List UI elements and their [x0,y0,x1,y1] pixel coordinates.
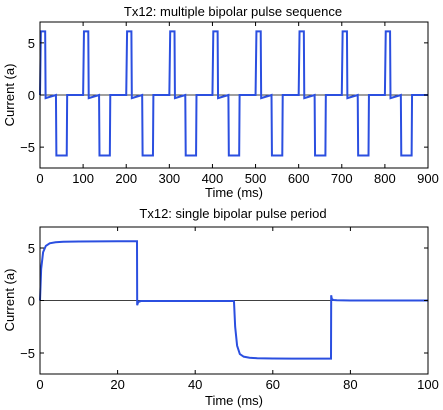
bottom-chart-y-label: Current (a) [2,269,17,332]
top-chart-series-line [39,30,428,157]
top-chart-y-ticks: −5 0 5 [20,36,428,155]
top-chart-title: Tx12: multiple bipolar pulse sequence [124,4,342,19]
top-chart-x-tick-label: 300 [158,171,180,186]
top-chart-x-tick-label: 500 [245,171,267,186]
bottom-chart-title: Tx12: single bipolar pulse period [139,206,326,221]
bottom-chart-y-ticks: −5 0 5 [20,241,428,361]
bottom-chart-x-tick-label: 40 [188,377,202,392]
bottom-chart-x-tick-label: 20 [110,377,124,392]
bottom-chart-x-tick-label: 80 [343,377,357,392]
bottom-chart-y-tick-label: 5 [28,241,35,256]
bottom-chart-x-tick-label: 100 [417,377,439,392]
top-chart-x-tick-label: 600 [288,171,310,186]
bottom-chart-y-tick-label: −5 [20,346,35,361]
bottom-chart-x-tick-label: 0 [36,377,43,392]
top-chart-x-tick-label: 700 [331,171,353,186]
top-chart-y-tick-label: 0 [28,88,35,103]
bottom-chart-x-ticks: 0 20 40 60 80 100 [36,227,439,392]
top-chart: Tx12: multiple bipolar pulse sequence 0 1… [2,4,439,200]
top-chart-x-tick-label: 800 [374,171,396,186]
top-chart-y-tick-label: −5 [20,140,35,155]
top-chart-x-tick-label: 100 [72,171,94,186]
top-chart-x-tick-label: 400 [202,171,224,186]
bottom-chart-y-tick-label: 0 [28,294,35,309]
top-chart-x-ticks: 0 100 200 300 400 500 600 700 800 900 [36,22,439,186]
top-chart-x-label: Time (ms) [205,185,263,200]
top-chart-x-tick-label: 0 [36,171,43,186]
top-chart-y-label: Current (a) [2,64,17,127]
top-chart-x-tick-label: 900 [417,171,439,186]
bottom-chart-series-line [39,240,428,360]
top-chart-y-tick-label: 5 [28,36,35,51]
top-chart-x-tick-label: 200 [115,171,137,186]
bottom-chart: Tx12: single bipolar pulse period 0 20 40 6… [2,206,439,408]
bottom-chart-x-tick-label: 60 [266,377,280,392]
bottom-chart-x-label: Time (ms) [205,393,263,408]
